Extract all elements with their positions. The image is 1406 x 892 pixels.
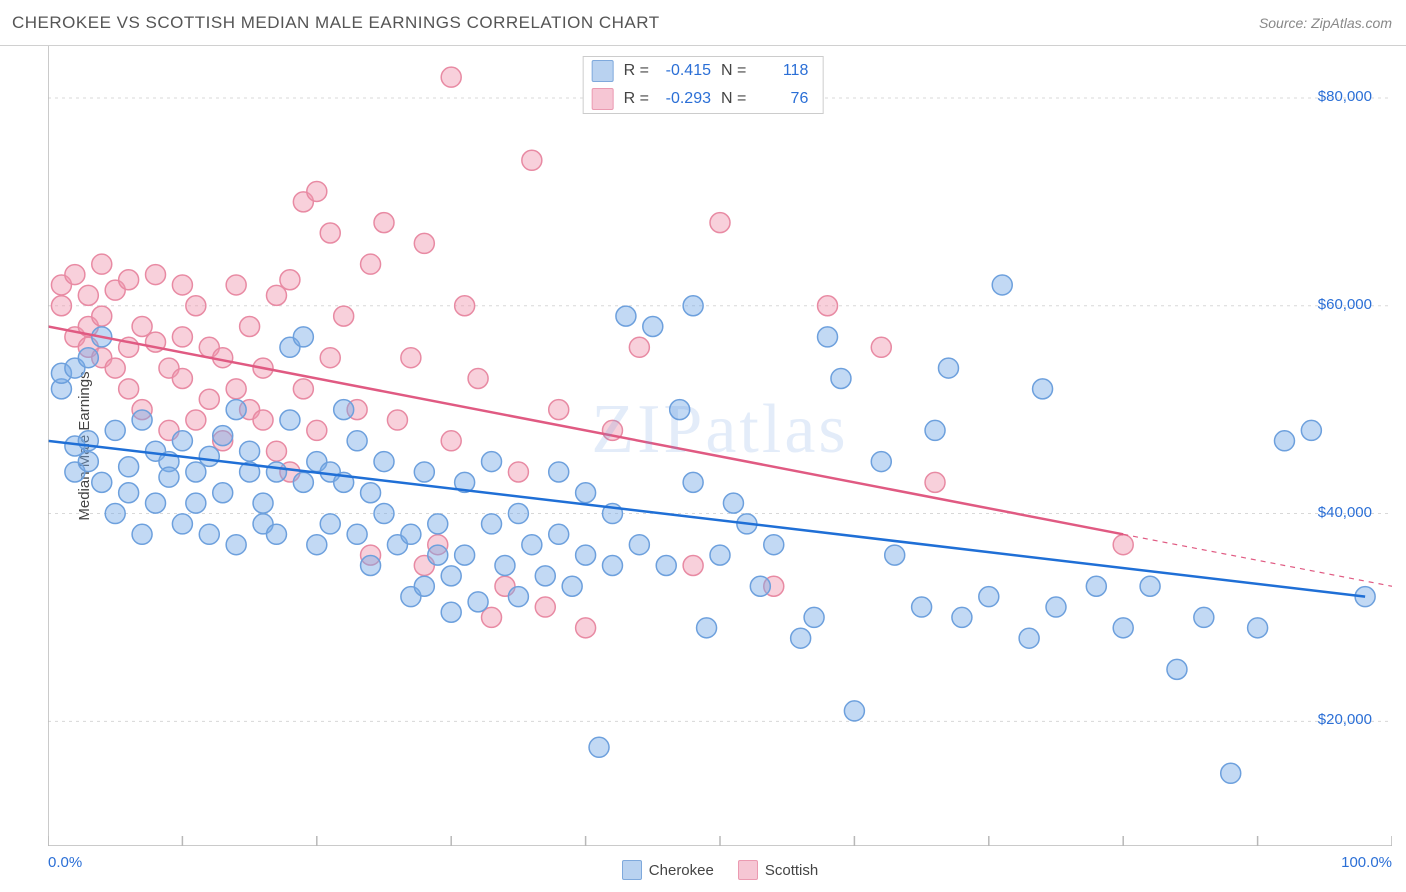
legend-label: Scottish — [765, 862, 818, 879]
r-value: -0.415 — [659, 62, 711, 80]
legend-item-scottish: Scottish — [738, 860, 818, 880]
chart-source: Source: ZipAtlas.com — [1259, 15, 1392, 31]
scottish-swatch-icon — [592, 88, 614, 110]
n-value: 118 — [756, 62, 808, 80]
stats-row-scottish: R = -0.293 N = 76 — [584, 85, 823, 113]
n-label: N = — [721, 62, 746, 80]
y-tick-label: $40,000 — [1318, 504, 1372, 521]
n-label: N = — [721, 90, 746, 108]
cherokee-swatch-icon — [622, 860, 642, 880]
legend-bottom: Cherokee Scottish — [622, 860, 818, 880]
chart-title: CHEROKEE VS SCOTTISH MEDIAN MALE EARNING… — [12, 13, 660, 33]
r-value: -0.293 — [659, 90, 711, 108]
scatter-plot-svg — [48, 46, 1392, 846]
chart-container: CHEROKEE VS SCOTTISH MEDIAN MALE EARNING… — [0, 0, 1406, 892]
r-label: R = — [624, 90, 649, 108]
x-max-label: 100.0% — [1341, 854, 1392, 871]
scatter-cherokee — [51, 275, 1375, 783]
stats-legend-box: R = -0.415 N = 118 R = -0.293 N = 76 — [583, 56, 824, 114]
scottish-swatch-icon — [738, 860, 758, 880]
n-value: 76 — [756, 90, 808, 108]
y-tick-label: $60,000 — [1318, 296, 1372, 313]
r-label: R = — [624, 62, 649, 80]
cherokee-swatch-icon — [592, 60, 614, 82]
chart-header: CHEROKEE VS SCOTTISH MEDIAN MALE EARNING… — [0, 0, 1406, 46]
legend-label: Cherokee — [649, 862, 714, 879]
y-tick-label: $20,000 — [1318, 711, 1372, 728]
stats-row-cherokee: R = -0.415 N = 118 — [584, 57, 823, 85]
y-tick-label: $80,000 — [1318, 88, 1372, 105]
plot-area: $20,000$40,000$60,000$80,000 ZIPatlas — [48, 46, 1392, 846]
x-min-label: 0.0% — [48, 854, 82, 871]
x-axis-row: 0.0% Cherokee Scottish 100.0% — [48, 848, 1392, 892]
legend-item-cherokee: Cherokee — [622, 860, 714, 880]
